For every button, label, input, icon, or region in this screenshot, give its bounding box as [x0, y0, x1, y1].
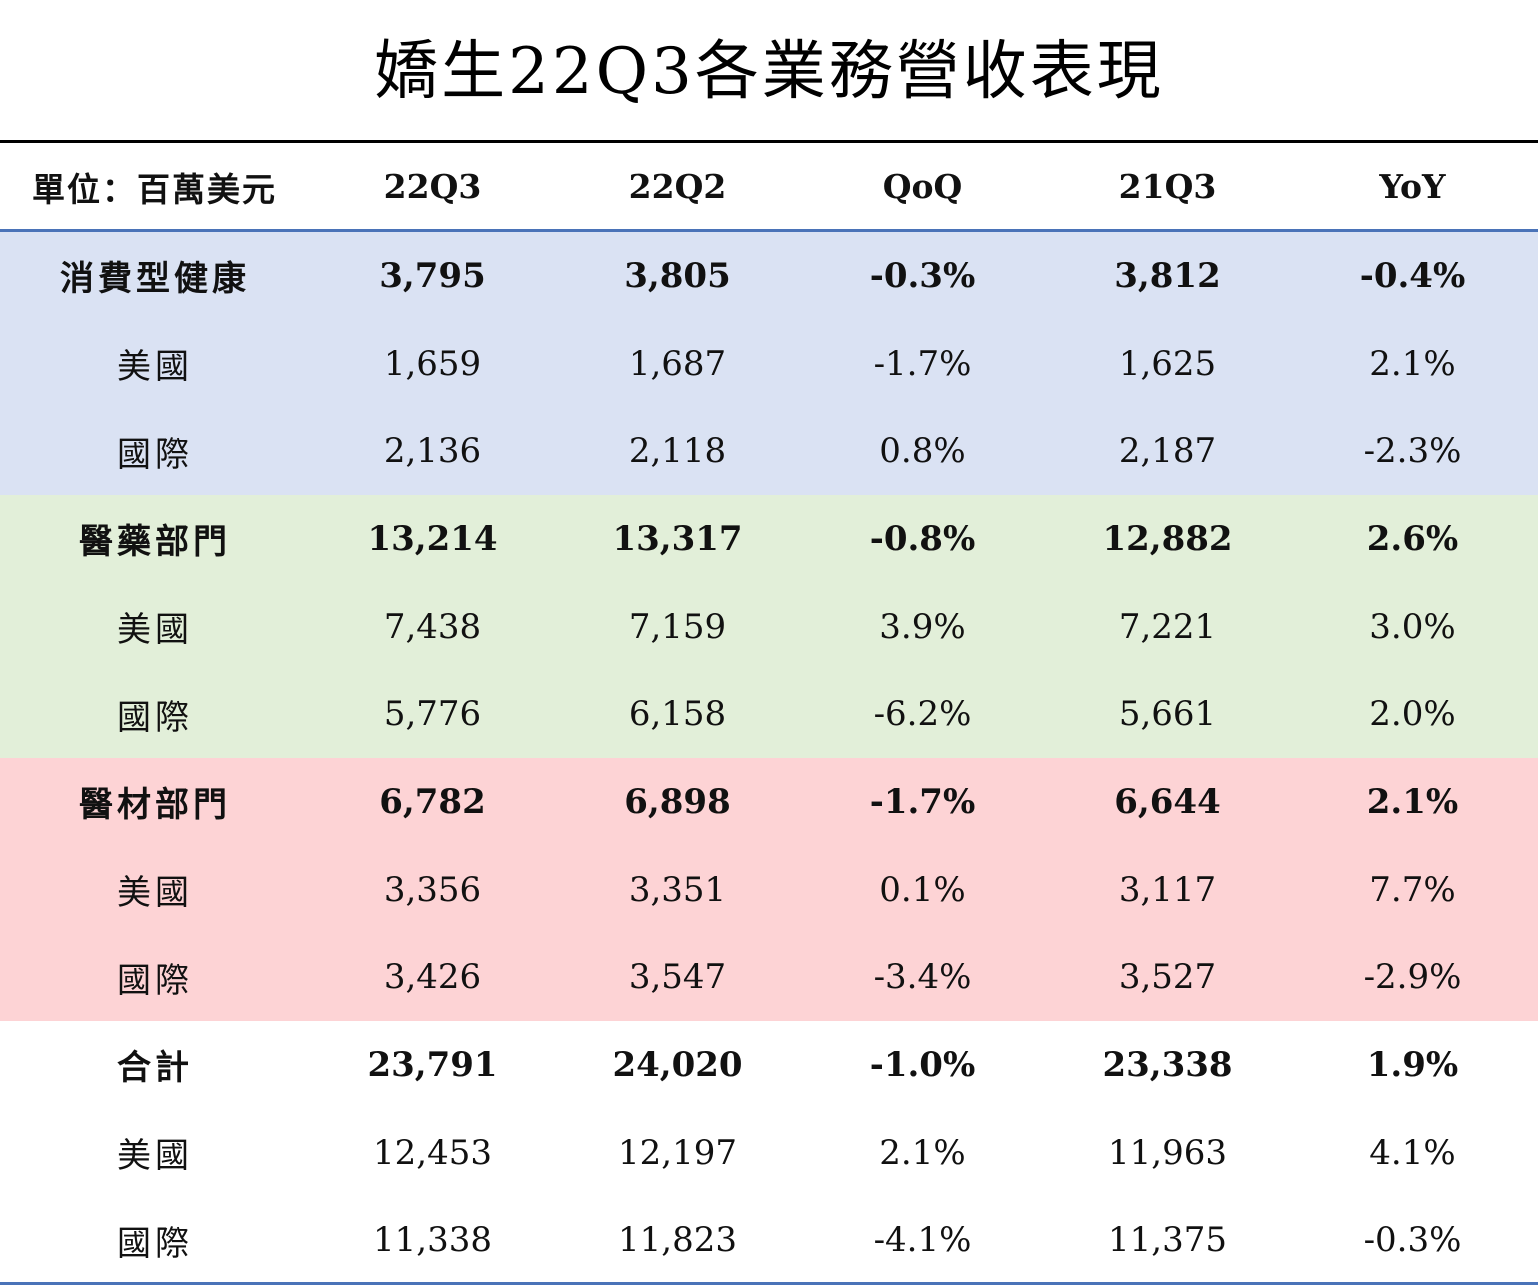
value-qoq: -1.7%	[869, 781, 976, 822]
value-22q3: 6,782	[379, 781, 486, 822]
page-title: 嬌生22Q3各業務營收表現	[374, 35, 1164, 109]
value-22q3: 3,426	[383, 957, 482, 998]
value-22q2: 13,317	[612, 518, 743, 559]
value-22q3: 12,453	[373, 1132, 492, 1173]
value-21q3: 12,882	[1102, 518, 1233, 559]
value-22q2: 1,687	[628, 343, 727, 384]
bottom-divider	[0, 1282, 1538, 1285]
column-header-22q2: 22Q2	[628, 167, 727, 206]
value-21q3: 3,812	[1114, 255, 1221, 296]
value-22q2: 7,159	[628, 606, 727, 647]
row-label: 消費型健康	[60, 259, 250, 300]
value-21q3: 3,117	[1118, 869, 1217, 910]
value-qoq: -4.1%	[873, 1220, 972, 1261]
value-yoy: 2.6%	[1366, 518, 1459, 559]
value-21q3: 11,375	[1108, 1220, 1227, 1261]
table-header-row: 單位：百萬美元 22Q3 22Q2 QoQ 21Q3 YoY	[0, 143, 1538, 230]
value-yoy: 2.0%	[1369, 694, 1456, 735]
value-22q3: 7,438	[383, 606, 482, 647]
value-yoy: -2.3%	[1363, 431, 1462, 472]
segment-medtech: 醫材部門 6,782 6,898 -1.7% 6,644 2.1% 美國 3,3…	[0, 758, 1538, 1021]
row-label: 國際	[117, 960, 193, 1001]
value-qoq: -3.4%	[873, 957, 972, 998]
value-22q2: 6,898	[624, 781, 731, 822]
value-22q2: 3,351	[628, 869, 727, 910]
value-yoy: -0.3%	[1363, 1220, 1462, 1261]
value-qoq: -0.8%	[869, 518, 976, 559]
segment-total-row: 醫藥部門 13,214 13,317 -0.8% 12,882 2.6%	[0, 495, 1538, 583]
row-label: 國際	[117, 434, 193, 475]
region-row-intl: 國際 2,136 2,118 0.8% 2,187 -2.3%	[0, 407, 1538, 495]
row-label: 美國	[117, 873, 193, 914]
unit-label: 單位：百萬美元	[32, 169, 277, 209]
segment-total-row: 醫材部門 6,782 6,898 -1.7% 6,644 2.1%	[0, 758, 1538, 846]
value-21q3: 3,527	[1118, 957, 1217, 998]
value-21q3: 7,221	[1118, 606, 1217, 647]
top-divider	[0, 140, 1538, 143]
value-22q2: 6,158	[628, 694, 727, 735]
value-22q2: 11,823	[618, 1220, 737, 1261]
value-qoq: 2.1%	[879, 1132, 966, 1173]
column-header-21q3: 21Q3	[1118, 167, 1217, 206]
value-21q3: 23,338	[1102, 1044, 1233, 1085]
column-header-qoq: QoQ	[882, 167, 963, 206]
value-22q2: 24,020	[612, 1044, 743, 1085]
row-label: 國際	[117, 1223, 193, 1264]
region-row-us: 美國 12,453 12,197 2.1% 11,963 4.1%	[0, 1109, 1538, 1197]
value-22q2: 2,118	[628, 431, 727, 472]
value-22q3: 11,338	[373, 1220, 492, 1261]
value-yoy: 4.1%	[1369, 1132, 1456, 1173]
row-label: 美國	[117, 347, 193, 388]
value-21q3: 5,661	[1118, 694, 1217, 735]
value-qoq: -1.7%	[873, 343, 972, 384]
value-qoq: 0.8%	[879, 431, 966, 472]
value-yoy: 1.9%	[1366, 1044, 1459, 1085]
value-21q3: 2,187	[1118, 431, 1217, 472]
segment-consumer-health: 消費型健康 3,795 3,805 -0.3% 3,812 -0.4% 美國 1…	[0, 232, 1538, 495]
value-qoq: -1.0%	[869, 1044, 976, 1085]
value-qoq: 3.9%	[879, 606, 966, 647]
value-yoy: -0.4%	[1359, 255, 1466, 296]
segment-total: 合計 23,791 24,020 -1.0% 23,338 1.9% 美國 12…	[0, 1021, 1538, 1284]
value-21q3: 11,963	[1108, 1132, 1227, 1173]
value-qoq: -0.3%	[869, 255, 976, 296]
region-row-intl: 國際 11,338 11,823 -4.1% 11,375 -0.3%	[0, 1196, 1538, 1284]
region-row-intl: 國際 5,776 6,158 -6.2% 5,661 2.0%	[0, 670, 1538, 758]
column-header-22q3: 22Q3	[383, 167, 482, 206]
value-yoy: 3.0%	[1369, 606, 1456, 647]
value-22q2: 12,197	[618, 1132, 737, 1173]
value-22q2: 3,547	[628, 957, 727, 998]
value-yoy: 2.1%	[1369, 343, 1456, 384]
region-row-us: 美國 1,659 1,687 -1.7% 1,625 2.1%	[0, 320, 1538, 408]
row-label: 美國	[117, 610, 193, 651]
value-qoq: 0.1%	[879, 869, 966, 910]
column-header-yoy: YoY	[1379, 167, 1446, 206]
value-22q3: 5,776	[383, 694, 482, 735]
value-22q3: 1,659	[383, 343, 482, 384]
value-yoy: -2.9%	[1363, 957, 1462, 998]
header-divider	[0, 229, 1538, 232]
region-row-us: 美國 7,438 7,159 3.9% 7,221 3.0%	[0, 583, 1538, 671]
value-22q3: 2,136	[383, 431, 482, 472]
row-label: 醫藥部門	[79, 522, 231, 563]
value-22q3: 3,356	[383, 869, 482, 910]
row-label: 美國	[117, 1136, 193, 1177]
row-label: 國際	[117, 697, 193, 738]
segment-total-row: 合計 23,791 24,020 -1.0% 23,338 1.9%	[0, 1021, 1538, 1109]
value-21q3: 6,644	[1114, 781, 1221, 822]
value-22q3: 13,214	[367, 518, 498, 559]
value-qoq: -6.2%	[873, 694, 972, 735]
region-row-us: 美國 3,356 3,351 0.1% 3,117 7.7%	[0, 846, 1538, 934]
row-label: 醫材部門	[79, 785, 231, 826]
value-21q3: 1,625	[1118, 343, 1217, 384]
value-22q2: 3,805	[624, 255, 731, 296]
value-yoy: 7.7%	[1369, 869, 1456, 910]
value-22q3: 23,791	[367, 1044, 498, 1085]
segment-pharmaceutical: 醫藥部門 13,214 13,317 -0.8% 12,882 2.6% 美國 …	[0, 495, 1538, 758]
row-label: 合計	[117, 1048, 193, 1089]
value-22q3: 3,795	[379, 255, 486, 296]
segment-total-row: 消費型健康 3,795 3,805 -0.3% 3,812 -0.4%	[0, 232, 1538, 320]
region-row-intl: 國際 3,426 3,547 -3.4% 3,527 -2.9%	[0, 933, 1538, 1021]
value-yoy: 2.1%	[1366, 781, 1459, 822]
